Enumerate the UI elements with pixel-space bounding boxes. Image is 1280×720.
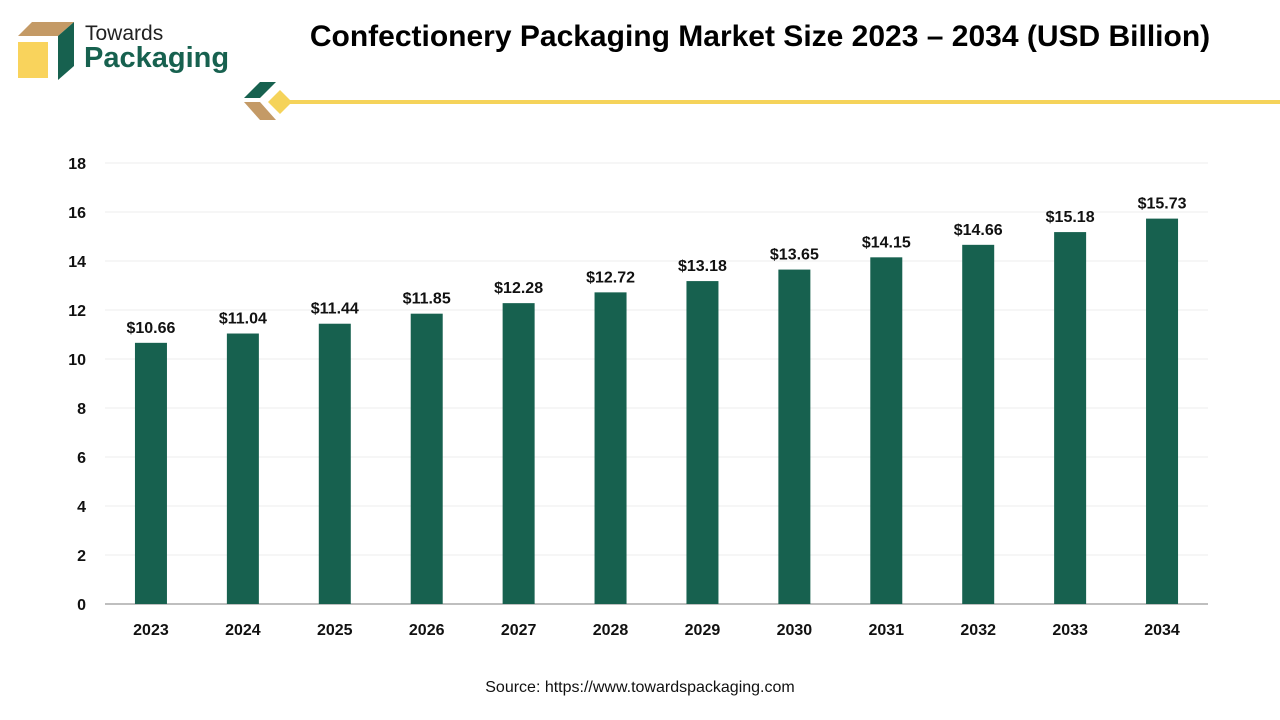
bar (778, 269, 811, 604)
y-tick-label: 4 (77, 499, 86, 516)
bar (502, 303, 535, 604)
data-label: $10.66 (126, 320, 175, 337)
x-tick-label: 2031 (868, 622, 904, 639)
y-tick-label: 2 (77, 548, 86, 565)
data-label: $12.28 (494, 280, 543, 297)
logo-text-packaging: Packaging (84, 42, 230, 74)
bar (870, 257, 903, 604)
data-label: $15.18 (1046, 209, 1095, 226)
bar (686, 281, 719, 604)
y-tick-label: 8 (77, 401, 86, 418)
title-underline-decoration (244, 82, 1280, 120)
x-tick-label: 2030 (777, 622, 813, 639)
data-label: $12.72 (586, 269, 635, 286)
bar (134, 342, 167, 604)
data-label: $15.73 (1138, 196, 1187, 213)
data-label: $13.65 (770, 247, 819, 264)
bar (318, 323, 351, 604)
data-label: $11.04 (219, 311, 267, 328)
y-tick-label: 10 (68, 352, 86, 369)
x-tick-label: 2028 (593, 622, 629, 639)
bar (1054, 232, 1087, 604)
x-tick-label: 2024 (225, 622, 261, 639)
logo-text-towards: Towards (85, 22, 164, 45)
y-tick-label: 16 (68, 205, 86, 222)
data-label: $14.15 (862, 234, 911, 251)
bar (410, 313, 443, 604)
x-tick-label: 2025 (317, 622, 353, 639)
y-tick-label: 18 (68, 156, 86, 173)
y-tick-label: 14 (68, 254, 86, 271)
chart-title: Confectionery Packaging Market Size 2023… (309, 20, 1211, 53)
bar (226, 333, 259, 604)
logo-icon (18, 22, 74, 80)
data-label: $11.85 (403, 291, 451, 308)
x-tick-label: 2026 (409, 622, 445, 639)
bar (962, 244, 995, 604)
source-note: Source: https://www.towardspackaging.com (485, 679, 795, 696)
y-tick-label: 0 (77, 597, 86, 614)
x-tick-label: 2029 (685, 622, 721, 639)
data-label: $13.18 (678, 258, 727, 275)
x-tick-label: 2033 (1052, 622, 1088, 639)
y-tick-label: 12 (68, 303, 86, 320)
data-label: $14.66 (954, 222, 1003, 239)
x-tick-label: 2023 (133, 622, 169, 639)
x-tick-label: 2034 (1144, 622, 1180, 639)
bar (1146, 218, 1179, 605)
bar (594, 292, 627, 604)
data-label: $11.44 (311, 301, 359, 318)
x-tick-label: 2027 (501, 622, 537, 639)
x-tick-label: 2032 (960, 622, 996, 639)
y-tick-label: 6 (77, 450, 86, 467)
